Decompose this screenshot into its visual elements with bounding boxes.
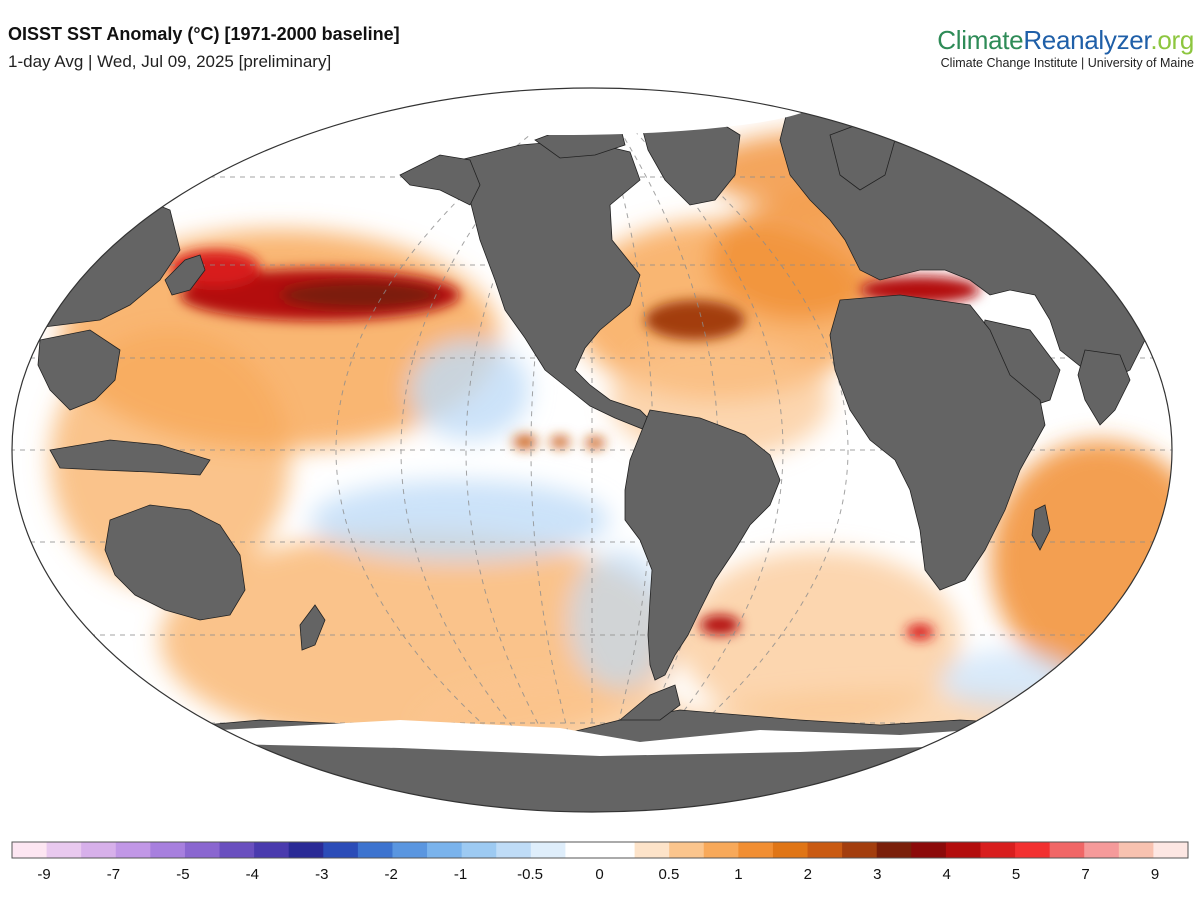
globe-outline [11,87,1173,813]
legend-tick-label: 9 [1151,866,1159,883]
land-north-america [459,139,656,431]
legend-bin [12,842,48,858]
legend-tick-label: -4 [246,866,259,883]
land-south-america [624,409,781,681]
legend-bin [703,842,739,858]
legend-bin [427,842,463,858]
legend-bin [461,842,497,858]
anomaly-region-ne-pacific-cool [410,340,530,440]
legend-tick-label: 7 [1081,866,1089,883]
legend-tick-label: -1 [454,866,467,883]
brand-logo[interactable]: ClimateReanalyzer.org Climate Change Ins… [937,26,1194,70]
map-title: OISST SST Anomaly (°C) [1971-2000 baseli… [8,24,400,44]
land-indonesia [49,439,211,476]
legend-tick-label: -0.5 [517,866,543,883]
legend-bin [669,842,705,858]
legend-bin [357,842,393,858]
brand-part-org: .org [1150,25,1194,55]
color-legend: -9 -7 -5 -4 -3 -2 -1 -0.5 0 0.5 1 2 3 4 5 7 9 [11,841,1189,883]
land-japan [164,254,206,296]
legend-tick-label: -2 [385,866,398,883]
legend-bin [842,842,878,858]
land-africa [829,294,1046,591]
legend-bin [1084,842,1120,858]
hot-spot-kuroshio-inner [280,281,440,309]
hot-spot-eq-pac-3 [585,437,605,449]
legend-bin [738,842,774,858]
legend-bin [254,842,290,858]
legend-bin [980,842,1016,858]
legend-tick-label: 0 [595,866,603,883]
land-madagascar [1031,504,1051,551]
legend-border [11,841,1189,859]
brand-name: ClimateReanalyzer.org [937,26,1194,54]
legend-tick-label: -7 [107,866,120,883]
sst-anomaly-map [11,87,1173,813]
land-new-zealand [299,604,326,651]
land-antarctica [12,709,1172,812]
anomaly-region-s-atlantic [680,550,960,730]
hot-spot-s-atlantic [700,615,740,635]
legend-tick-label: 4 [943,866,951,883]
anomaly-region-eq-pacific-cool [310,480,610,560]
land-australia [104,504,246,621]
legend-bin [945,842,981,858]
legend-bin [150,842,186,858]
legend-bin [876,842,912,858]
sea-ice [220,88,1000,756]
legend-tick-label: 3 [873,866,881,883]
legend-bin [392,842,428,858]
legend-bin [115,842,151,858]
legend-bin [530,842,566,858]
legend-bin [1153,842,1189,858]
land-se-asia [37,329,121,411]
legend-bin [634,842,670,858]
legend-tick-label: 2 [804,866,812,883]
land-alaska [399,154,481,206]
legend-bin [219,842,255,858]
hot-spot-eq-pac-1 [513,435,537,449]
meridian-line [591,88,719,812]
legend-tick-label: 0.5 [658,866,679,883]
legend-ticks: -9 -7 -5 -4 -3 -2 -1 -0.5 0 0.5 1 2 3 4 5 7 9 [37,866,1159,883]
legend-bin [1118,842,1154,858]
legend-tick-label: 1 [734,866,742,883]
land-india [1077,349,1131,426]
legend-bin [911,842,947,858]
hot-spot-eq-pac-2 [550,436,570,448]
legend-bin [288,842,324,858]
legend-bin [496,842,532,858]
legend-bin [565,842,601,858]
arctic-sea-ice [300,88,820,135]
legend-bin [772,842,809,858]
legend-bin [1049,842,1085,858]
legend-tick-label: -3 [315,866,328,883]
brand-subtitle: Climate Change Institute | University of… [940,56,1194,70]
legend-tick-label: -9 [37,866,50,883]
brand-part-reanalyzer: Reanalyzer [1023,25,1151,55]
legend-tick-label: 5 [1012,866,1020,883]
legend-bin [81,842,117,858]
legend-bin [184,842,221,858]
anomaly-region-indian [990,440,1172,680]
antarctic-sea-ice [220,720,1000,756]
meridian-line [591,88,849,812]
legend-bin [323,842,359,858]
hot-spot-gulf-stream [645,300,745,340]
legend-bin [807,842,843,858]
map-subtitle: 1-day Avg | Wed, Jul 09, 2025 [prelimina… [8,52,332,71]
legend-bin [600,842,636,858]
land-antarctic-peninsula [618,684,681,721]
legend-tick-label: -5 [176,866,189,883]
legend-bins [12,842,1189,858]
hot-spot-s-indian [906,624,934,640]
legend-bin [46,842,82,858]
legend-bin [1015,842,1051,858]
meridian-line [335,88,593,812]
brand-part-climate: Climate [937,25,1024,55]
